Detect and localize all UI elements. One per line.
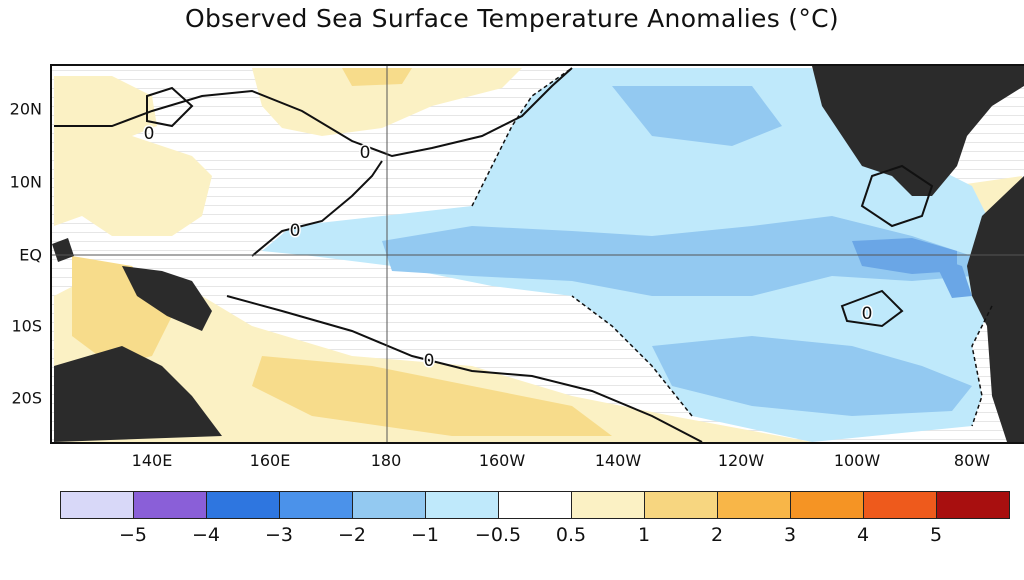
warm-region-south-pacific — [54, 266, 812, 442]
colorbar-swatch — [352, 491, 426, 519]
land-masses — [52, 66, 1024, 442]
cool-core-southeast — [652, 336, 972, 416]
colorbar-tick-label: −2 — [337, 524, 367, 546]
colorbar-tick-label: −0.5 — [474, 524, 522, 546]
longitude-label: 80W — [953, 451, 991, 470]
dashed-contour-inner — [571, 295, 693, 417]
cool-core-equatorial — [382, 216, 972, 296]
contour-zero-east — [860, 164, 934, 228]
warm-core-west — [72, 256, 172, 366]
warm-region-west-pacific — [54, 76, 212, 236]
colorbar-swatch — [498, 491, 572, 519]
colorbar-tick-label: 4 — [856, 524, 870, 546]
dashed-contour-east — [971, 305, 993, 427]
latitude-label: 10S — [11, 316, 42, 336]
longitude-label: 120W — [717, 451, 765, 470]
colorbar-swatch — [936, 491, 1010, 519]
longitude-label: 160W — [478, 451, 526, 470]
colorbar-swatch — [133, 491, 207, 519]
longitude-label: 100W — [833, 451, 881, 470]
longitude-label: 140W — [594, 451, 642, 470]
colorbar-swatch — [60, 491, 134, 519]
latitude-label: 10N — [9, 172, 42, 192]
dashed-contour-main — [471, 67, 573, 207]
colorbar-tick-label: 1 — [637, 524, 651, 546]
colorbar-tick-label: −4 — [191, 524, 221, 546]
colorbar-tick-label: −3 — [264, 524, 294, 546]
colorbar-swatch — [206, 491, 280, 519]
latitude-label: 20N — [9, 99, 42, 119]
colorbar-tick-label: 3 — [783, 524, 797, 546]
sst-anomaly-map: 0 0 0 0 0 — [50, 64, 1024, 444]
colorbar-swatch — [644, 491, 718, 519]
latitude-label: EQ — [19, 245, 42, 265]
cool-strong-coast — [932, 256, 972, 298]
contour-zero-island — [840, 289, 904, 328]
longitude-label: 140E — [131, 451, 173, 470]
dashed-contours — [471, 67, 993, 427]
colorbar-tick-label: −5 — [118, 524, 148, 546]
contour-zero-north — [54, 67, 573, 158]
land-new-guinea — [122, 266, 212, 331]
cool-strong-east — [852, 238, 957, 274]
colorbar-swatch — [717, 491, 791, 519]
contour-zero-northwest — [146, 86, 194, 128]
colorbar-swatch — [863, 491, 937, 519]
map-canvas: 0 0 0 0 0 — [52, 66, 1024, 442]
colorbar-swatch — [279, 491, 353, 519]
latitude-label: 20S — [11, 388, 42, 408]
land-island-west — [52, 238, 74, 262]
colorbar-tick-label: 0.5 — [555, 524, 587, 546]
land-australia — [54, 346, 222, 442]
land-south-america — [967, 176, 1024, 442]
contour-label: 0 — [360, 143, 371, 163]
land-central-america — [812, 66, 1024, 196]
longitude-label: 160E — [249, 451, 291, 470]
contour-label: 0 — [424, 351, 435, 371]
colorbar-swatch — [571, 491, 645, 519]
contour-label: 0 — [290, 221, 301, 241]
zero-contours — [54, 67, 934, 442]
colorbar-tick-label: −1 — [410, 524, 440, 546]
contour-label: 0 — [144, 124, 155, 144]
colorbar-tick-label: 5 — [929, 524, 943, 546]
map-title: Observed Sea Surface Temperature Anomali… — [185, 4, 839, 33]
colorbar-swatch — [790, 491, 864, 519]
contour-zero-central — [251, 160, 383, 257]
colorbar-swatch — [425, 491, 499, 519]
longitude-label: 180 — [370, 451, 402, 470]
warm-core-south — [252, 356, 612, 436]
warm-patch-north — [342, 68, 412, 86]
cool-core-north — [612, 86, 782, 146]
contour-label: 0 — [862, 304, 873, 324]
colorbar-tick-label: 2 — [710, 524, 724, 546]
contour-zero-south — [226, 295, 703, 442]
